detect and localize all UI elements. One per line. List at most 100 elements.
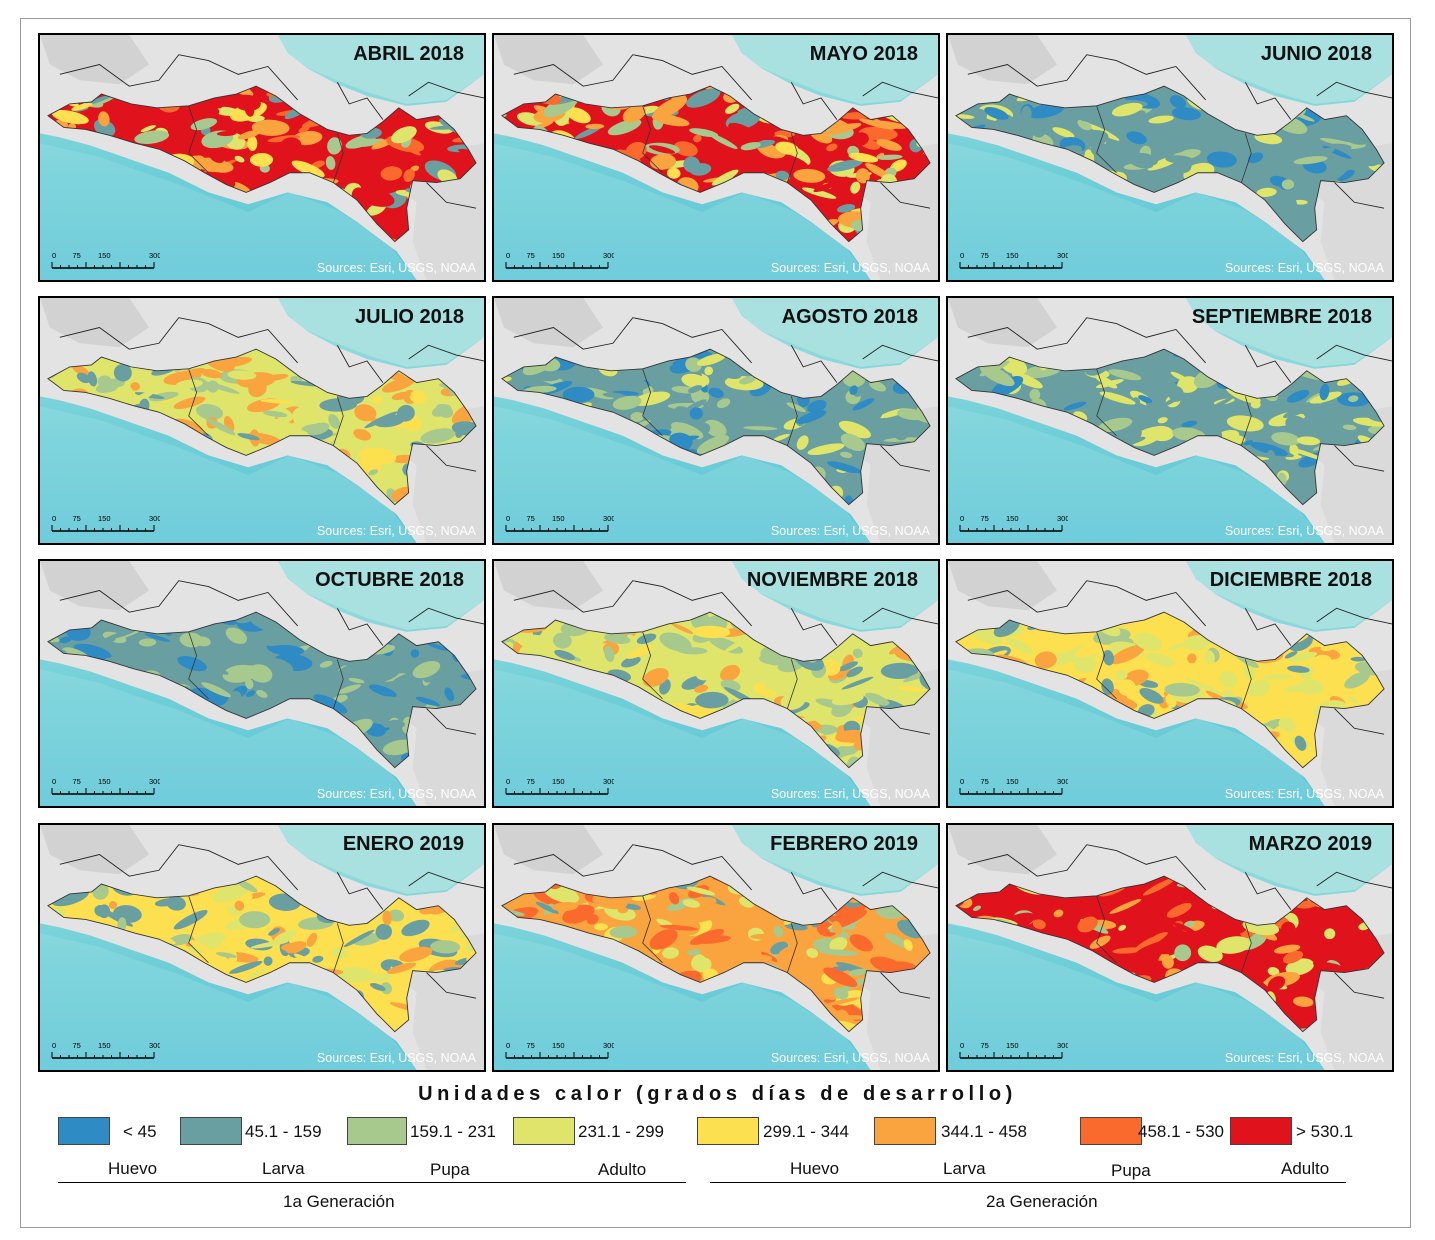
scale-tick-label: 0	[52, 777, 56, 786]
map-image	[948, 35, 1392, 280]
map-panel: NOVIEMBRE 2018 0 75 150 300 km Sources: Esri,…	[492, 559, 940, 808]
legend-label: > 530.1	[1296, 1122, 1354, 1141]
legend-label: 159.1 - 231	[410, 1122, 497, 1141]
map-panel: ABRIL 2018 0 75 150 300 km Sources: Esri, USG…	[38, 33, 486, 282]
generation-divider	[58, 1182, 686, 1183]
scale-bar: 0 75 150 300 km	[505, 251, 614, 269]
scale-tick-label: 300 km	[603, 514, 614, 523]
map-image	[948, 561, 1392, 806]
legend-swatch	[347, 1117, 407, 1145]
scale-tick-label: 0	[960, 514, 964, 523]
map-image	[494, 825, 938, 1070]
scale-bar: 0 75 150 300 km	[505, 777, 614, 795]
panel-title: OCTUBRE 2018	[315, 569, 464, 591]
source-credit: Sources: Esri, USGS, NOAA	[1224, 524, 1384, 538]
scale-tick-label: 75	[73, 514, 81, 523]
map-panel: OCTUBRE 2018 0 75 150 300 km Sources: Esri, U…	[38, 559, 486, 808]
scale-bar: 0 75 150 300 km	[51, 514, 160, 532]
legend-label: < 45	[123, 1122, 157, 1141]
scale-tick-label: 0	[506, 1041, 510, 1050]
scale-tick-label: 150	[1006, 1041, 1019, 1050]
scale-tick-label: 300 km	[149, 777, 160, 786]
legend-swatch	[1080, 1117, 1142, 1145]
stage-label: Pupa	[1111, 1161, 1151, 1180]
stage-label: Adulto	[1281, 1159, 1330, 1178]
panel-title: NOVIEMBRE 2018	[746, 569, 918, 591]
scale-tick-label: 150	[98, 251, 111, 260]
map-panel: MAYO 2018 0 75 150 300 km Sources: Esri, USGS…	[492, 33, 940, 282]
map-panel: AGOSTO 2018 0 75 150 300 km Sources: Esri, US…	[492, 296, 940, 545]
scale-bar: 0 75 150 300 km	[51, 251, 160, 269]
scale-bar: 0 75 150 300 km	[51, 1041, 160, 1059]
legend-label: 344.1 - 458	[941, 1122, 1028, 1141]
source-credit: Sources: Esri, USGS, NOAA	[316, 787, 476, 801]
source-credit: Sources: Esri, USGS, NOAA	[1224, 261, 1384, 275]
map-image	[40, 298, 484, 543]
panel-title: ENERO 2019	[342, 833, 464, 855]
scale-tick-label: 150	[552, 251, 565, 260]
map-panel: MARZO 2019 0 75 150 300 km Sources: Esri, USG…	[946, 823, 1394, 1072]
generation-divider	[710, 1182, 1346, 1183]
scale-tick-label: 0	[960, 777, 964, 786]
scale-tick-label: 75	[981, 1041, 989, 1050]
legend-swatch	[697, 1117, 759, 1145]
panel-title: MARZO 2019	[1248, 833, 1372, 855]
scale-tick-label: 75	[981, 777, 989, 786]
map-image	[40, 825, 484, 1070]
scale-tick-label: 75	[527, 251, 535, 260]
source-credit: Sources: Esri, USGS, NOAA	[1224, 787, 1384, 801]
scale-tick-label: 300 km	[1057, 514, 1068, 523]
scale-tick-label: 300 km	[603, 251, 614, 260]
scale-tick-label: 150	[552, 514, 565, 523]
map-image	[948, 825, 1392, 1070]
scale-bar: 0 75 150 300 km	[959, 251, 1068, 269]
legend-swatch	[874, 1117, 936, 1145]
scale-tick-label: 300 km	[149, 514, 160, 523]
stage-label: Huevo	[790, 1159, 840, 1178]
scale-tick-label: 0	[52, 251, 56, 260]
source-credit: Sources: Esri, USGS, NOAA	[316, 261, 476, 275]
stage-label: Huevo	[108, 1159, 158, 1178]
source-credit: Sources: Esri, USGS, NOAA	[770, 261, 930, 275]
map-panel: JULIO 2018 0 75 150 300 km Sources: Esri, USG…	[38, 296, 486, 545]
panel-title: ABRIL 2018	[353, 43, 464, 65]
map-image	[494, 35, 938, 280]
legend-title: Unidades calor (grados días de desarroll…	[418, 1083, 1017, 1105]
scale-tick-label: 150	[1006, 777, 1019, 786]
map-image	[494, 561, 938, 806]
scale-tick-label: 75	[527, 514, 535, 523]
scale-tick-label: 150	[98, 777, 111, 786]
stage-label: Larva	[262, 1159, 305, 1178]
stage-label: Pupa	[430, 1160, 470, 1179]
figure-frame	[20, 18, 1411, 1228]
panel-title: JUNIO 2018	[1260, 43, 1372, 65]
scale-bar: 0 75 150 300 km	[51, 777, 160, 795]
legend-swatch	[1230, 1117, 1292, 1145]
scale-bar: 0 75 150 300 km	[959, 514, 1068, 532]
legend-swatch	[58, 1117, 110, 1145]
map-panel: ENERO 2019 0 75 150 300 km Sources: Esri, USG…	[38, 823, 486, 1072]
scale-tick-label: 300 km	[1057, 1041, 1068, 1050]
scale-tick-label: 0	[506, 514, 510, 523]
legend-label: 299.1 - 344	[763, 1122, 850, 1141]
stage-label: Adulto	[598, 1160, 647, 1179]
scale-tick-label: 75	[527, 1041, 535, 1050]
scale-tick-label: 150	[1006, 514, 1019, 523]
scale-tick-label: 75	[73, 251, 81, 260]
scale-tick-label: 300 km	[603, 1041, 614, 1050]
source-credit: Sources: Esri, USGS, NOAA	[1224, 1051, 1384, 1065]
scale-tick-label: 150	[1006, 251, 1019, 260]
source-credit: Sources: Esri, USGS, NOAA	[316, 1051, 476, 1065]
map-image	[494, 298, 938, 543]
scale-bar: 0 75 150 300 km	[505, 514, 614, 532]
panel-title: JULIO 2018	[355, 306, 464, 328]
map-image	[40, 35, 484, 280]
source-credit: Sources: Esri, USGS, NOAA	[770, 524, 930, 538]
map-panel: SEPTIEMBRE 2018 0 75 150 300 km Sources: Esri…	[946, 296, 1394, 545]
scale-tick-label: 150	[98, 514, 111, 523]
map-image	[40, 561, 484, 806]
scale-tick-label: 300 km	[1057, 777, 1068, 786]
scale-tick-label: 75	[981, 251, 989, 260]
legend-swatch	[180, 1117, 242, 1145]
generation-label: 1a Generación	[283, 1192, 395, 1211]
